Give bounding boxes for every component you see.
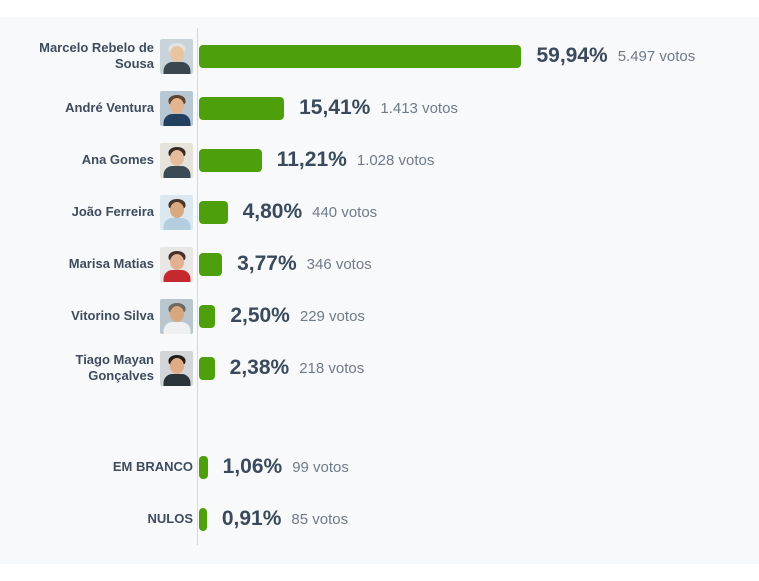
avatar-head bbox=[169, 45, 184, 62]
avatar-head bbox=[169, 201, 184, 218]
result-bar bbox=[199, 356, 215, 380]
avatar-body bbox=[163, 113, 190, 126]
result-bar bbox=[199, 455, 208, 479]
candidate-name: EM BRANCO bbox=[112, 458, 193, 474]
result-row: Vitorino Silva 2,50% 229 votos bbox=[0, 290, 759, 342]
label-cell: Marcelo Rebelo de Sousa bbox=[0, 38, 193, 74]
candidate-photo bbox=[160, 246, 193, 282]
result-bar bbox=[199, 200, 228, 224]
result-row: EM BRANCO 1,06% 99 votos bbox=[0, 441, 759, 493]
avatar-head bbox=[169, 97, 184, 114]
label-cell: João Ferreira bbox=[0, 194, 193, 230]
result-row: João Ferreira 4,80% 440 votos bbox=[0, 186, 759, 238]
result-row: Marisa Matias 3,77% 346 votos bbox=[0, 238, 759, 290]
candidate-name: NULOS bbox=[147, 510, 194, 526]
votes-label: 346 votos bbox=[306, 255, 372, 273]
candidate-name: André Ventura bbox=[65, 99, 154, 115]
candidate-name: João Ferreira bbox=[71, 203, 154, 219]
label-cell: André Ventura bbox=[0, 90, 193, 126]
percent-label: 2,38% bbox=[229, 356, 290, 379]
result-bar bbox=[199, 507, 207, 531]
percent-label: 3,77% bbox=[237, 252, 297, 275]
avatar-body bbox=[163, 269, 190, 282]
percent-label: 11,21% bbox=[276, 148, 347, 171]
candidate-photo bbox=[160, 90, 193, 126]
result-row: Marcelo Rebelo de Sousa 59,94% 5.497 vot… bbox=[0, 30, 759, 82]
percent-label: 1,06% bbox=[222, 455, 283, 478]
votes-label: 229 votos bbox=[299, 307, 365, 325]
election-results-chart: Marcelo Rebelo de Sousa 59,94% 5.497 vot… bbox=[0, 17, 759, 564]
candidate-name: Marcelo Rebelo de Sousa bbox=[39, 39, 154, 71]
result-row: NULOS 0,91% 85 votos bbox=[0, 493, 759, 545]
axis-baseline bbox=[197, 28, 198, 545]
candidate-name: Tiago Mayan Gonçalves bbox=[75, 351, 154, 383]
label-cell: EM BRANCO bbox=[0, 459, 193, 475]
avatar-body bbox=[163, 373, 190, 386]
votes-label: 440 votos bbox=[312, 203, 378, 221]
avatar-body bbox=[163, 217, 190, 230]
avatar-head bbox=[169, 253, 184, 270]
candidate-photo bbox=[160, 142, 193, 178]
results-list: Marcelo Rebelo de Sousa 59,94% 5.497 vot… bbox=[0, 30, 759, 545]
label-cell: Marisa Matias bbox=[0, 246, 193, 282]
result-bar bbox=[199, 304, 216, 328]
votes-label: 5.497 votos bbox=[617, 47, 696, 65]
percent-label: 15,41% bbox=[299, 96, 371, 119]
label-cell: Ana Gomes bbox=[0, 142, 193, 178]
candidate-name: Marisa Matias bbox=[68, 255, 154, 271]
percent-label: 2,50% bbox=[230, 304, 290, 327]
candidate-name: Ana Gomes bbox=[81, 151, 154, 167]
result-bar bbox=[199, 252, 223, 276]
candidate-photo bbox=[160, 38, 193, 74]
percent-label: 59,94% bbox=[536, 44, 608, 67]
candidate-name: Vitorino Silva bbox=[71, 307, 154, 323]
avatar-head bbox=[169, 149, 184, 166]
candidate-photo bbox=[160, 194, 193, 230]
votes-label: 99 votos bbox=[292, 458, 349, 476]
avatar-head bbox=[169, 357, 184, 374]
percent-label: 0,91% bbox=[221, 507, 282, 530]
result-row: Tiago Mayan Gonçalves 2,38% 218 votos bbox=[0, 342, 759, 394]
result-bar bbox=[199, 148, 262, 172]
result-row: Ana Gomes 11,21% 1.028 votos bbox=[0, 134, 759, 186]
votes-label: 218 votos bbox=[299, 359, 365, 377]
votes-label: 85 votos bbox=[291, 510, 349, 528]
label-cell: Tiago Mayan Gonçalves bbox=[0, 350, 193, 386]
candidate-photo bbox=[160, 298, 193, 334]
percent-label: 4,80% bbox=[242, 200, 303, 223]
avatar-body bbox=[163, 321, 190, 334]
label-cell: Vitorino Silva bbox=[0, 298, 193, 334]
avatar-head bbox=[169, 305, 184, 322]
result-row: André Ventura 15,41% 1.413 votos bbox=[0, 82, 759, 134]
result-bar bbox=[199, 44, 522, 68]
label-cell: NULOS bbox=[0, 510, 194, 527]
result-bar bbox=[199, 96, 285, 120]
avatar-body bbox=[163, 165, 190, 178]
votes-label: 1.028 votos bbox=[356, 151, 435, 169]
candidate-photo bbox=[160, 350, 193, 386]
votes-label: 1.413 votos bbox=[380, 99, 458, 117]
avatar-body bbox=[163, 61, 190, 74]
